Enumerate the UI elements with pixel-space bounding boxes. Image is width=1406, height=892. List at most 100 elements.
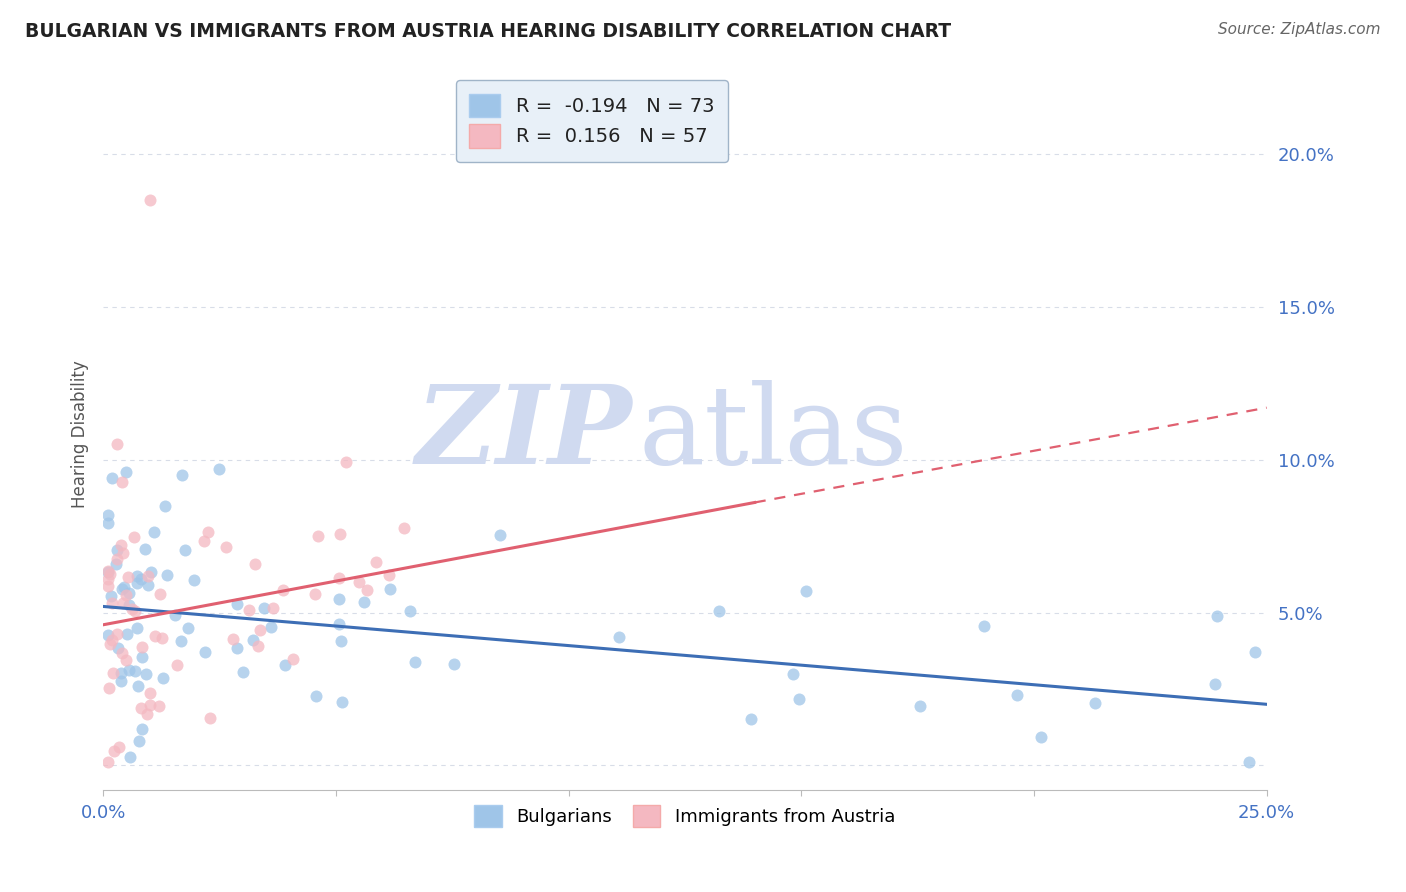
Point bbox=[166, 658, 188, 673]
Point bbox=[152, 672, 174, 686]
Point bbox=[111, 582, 134, 596]
Point bbox=[304, 586, 326, 600]
Text: ZIP: ZIP bbox=[416, 380, 633, 487]
Point bbox=[242, 632, 264, 647]
Point bbox=[271, 582, 294, 597]
Point bbox=[139, 565, 162, 579]
Point bbox=[366, 555, 388, 569]
Point bbox=[139, 685, 162, 699]
Point bbox=[105, 552, 128, 566]
Point bbox=[709, 604, 731, 618]
Point bbox=[794, 583, 817, 598]
Point bbox=[1206, 608, 1229, 623]
Point bbox=[112, 596, 135, 610]
Point bbox=[114, 588, 136, 602]
Point bbox=[232, 665, 254, 680]
Point bbox=[108, 739, 131, 754]
Point bbox=[117, 627, 139, 641]
Point bbox=[169, 634, 191, 648]
Point bbox=[908, 699, 931, 714]
Point bbox=[128, 734, 150, 748]
Point bbox=[176, 621, 198, 635]
Point bbox=[112, 546, 135, 560]
Point bbox=[392, 521, 415, 535]
Point bbox=[100, 596, 122, 610]
Point bbox=[328, 592, 350, 607]
Point bbox=[118, 586, 141, 600]
Point bbox=[121, 602, 143, 616]
Point bbox=[208, 462, 231, 476]
Point bbox=[101, 471, 124, 485]
Point bbox=[274, 657, 297, 672]
Point bbox=[117, 570, 139, 584]
Point bbox=[122, 530, 145, 544]
Point bbox=[193, 534, 215, 549]
Point bbox=[134, 541, 156, 556]
Point bbox=[115, 653, 138, 667]
Point bbox=[97, 579, 120, 593]
Point bbox=[100, 567, 122, 582]
Point bbox=[243, 558, 266, 572]
Point bbox=[172, 467, 194, 482]
Point bbox=[103, 744, 125, 758]
Point bbox=[149, 587, 172, 601]
Point bbox=[104, 557, 127, 571]
Point bbox=[380, 582, 402, 596]
Point bbox=[249, 624, 271, 638]
Point bbox=[183, 573, 205, 587]
Point bbox=[156, 567, 179, 582]
Point bbox=[127, 679, 149, 693]
Point bbox=[97, 755, 120, 769]
Point bbox=[124, 665, 146, 679]
Point bbox=[97, 628, 120, 642]
Point bbox=[307, 529, 329, 543]
Point bbox=[135, 666, 157, 681]
Point bbox=[138, 193, 160, 207]
Point bbox=[246, 639, 269, 653]
Point bbox=[329, 527, 352, 541]
Point bbox=[111, 647, 134, 661]
Point bbox=[131, 649, 153, 664]
Point bbox=[143, 524, 166, 539]
Point bbox=[136, 706, 159, 721]
Point bbox=[973, 619, 995, 633]
Point bbox=[136, 569, 159, 583]
Point bbox=[118, 663, 141, 677]
Point bbox=[97, 681, 120, 696]
Point bbox=[97, 516, 120, 530]
Point bbox=[148, 699, 170, 714]
Point bbox=[782, 667, 804, 681]
Point bbox=[238, 603, 260, 617]
Point bbox=[1244, 645, 1267, 659]
Point bbox=[107, 641, 129, 656]
Point bbox=[335, 455, 357, 469]
Point bbox=[112, 580, 135, 594]
Point bbox=[115, 465, 138, 479]
Point bbox=[105, 543, 128, 558]
Point bbox=[131, 722, 153, 736]
Point bbox=[281, 652, 304, 666]
Point bbox=[127, 575, 149, 590]
Point bbox=[1007, 688, 1029, 702]
Y-axis label: Hearing Disability: Hearing Disability bbox=[72, 359, 89, 508]
Point bbox=[222, 632, 245, 646]
Point bbox=[328, 571, 350, 585]
Point bbox=[105, 437, 128, 451]
Point bbox=[101, 633, 124, 648]
Point bbox=[489, 528, 512, 542]
Point bbox=[139, 698, 162, 712]
Point bbox=[1084, 696, 1107, 710]
Point bbox=[97, 564, 120, 578]
Point bbox=[110, 673, 132, 688]
Point bbox=[131, 640, 153, 655]
Text: atlas: atlas bbox=[638, 380, 908, 487]
Point bbox=[111, 475, 134, 490]
Point bbox=[105, 626, 128, 640]
Point bbox=[129, 572, 152, 586]
Point bbox=[143, 629, 166, 643]
Point bbox=[607, 630, 630, 644]
Point bbox=[226, 640, 249, 655]
Point bbox=[200, 711, 222, 725]
Text: Source: ZipAtlas.com: Source: ZipAtlas.com bbox=[1218, 22, 1381, 37]
Point bbox=[110, 665, 132, 680]
